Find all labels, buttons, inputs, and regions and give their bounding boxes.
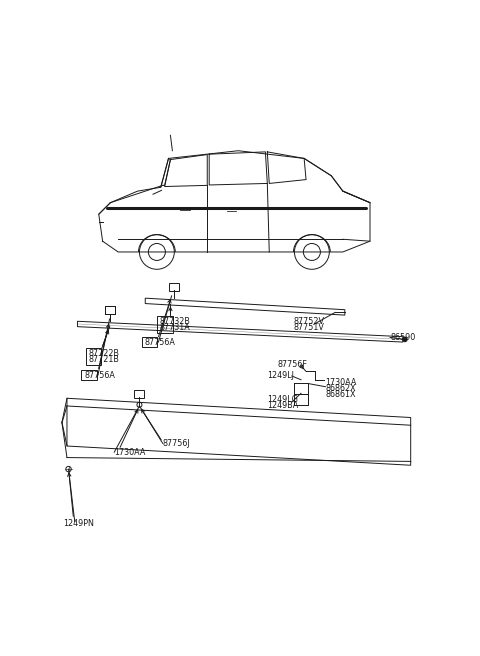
Text: 87752V: 87752V bbox=[293, 317, 324, 326]
Text: 87756A: 87756A bbox=[84, 371, 115, 380]
Text: 86590: 86590 bbox=[390, 333, 415, 342]
Text: 1730AA: 1730AA bbox=[114, 449, 145, 457]
Text: 87721B: 87721B bbox=[89, 356, 120, 365]
Text: 87722B: 87722B bbox=[89, 349, 120, 358]
Text: 1249PN: 1249PN bbox=[63, 518, 94, 527]
Text: 86862X: 86862X bbox=[325, 384, 356, 393]
Text: 87756F: 87756F bbox=[277, 360, 307, 369]
Text: 87732B: 87732B bbox=[160, 317, 191, 325]
Text: 87731A: 87731A bbox=[160, 323, 191, 332]
Circle shape bbox=[403, 337, 407, 342]
Text: 1249BA: 1249BA bbox=[267, 401, 299, 410]
Text: 1249LJ: 1249LJ bbox=[267, 371, 294, 380]
Text: 87756A: 87756A bbox=[144, 338, 175, 346]
Text: 87751V: 87751V bbox=[293, 323, 324, 332]
Text: 1730AA: 1730AA bbox=[325, 378, 357, 386]
Text: 86861X: 86861X bbox=[325, 390, 356, 399]
Text: 1249LG: 1249LG bbox=[267, 394, 298, 403]
Text: 87756J: 87756J bbox=[163, 439, 190, 448]
